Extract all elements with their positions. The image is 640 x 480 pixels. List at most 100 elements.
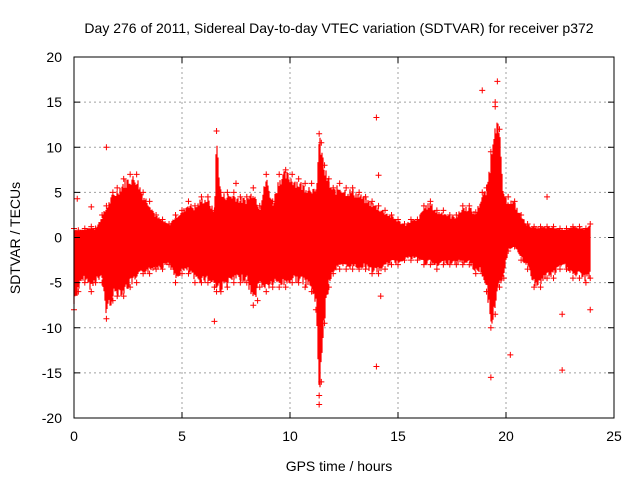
- data-layer: [71, 103, 594, 399]
- data-point: [356, 266, 363, 273]
- data-point: [487, 324, 494, 331]
- data-point: [75, 227, 82, 234]
- y-tick-label: 20: [46, 49, 62, 65]
- data-point: [563, 225, 570, 232]
- data-point: [312, 306, 319, 313]
- data-point: [587, 275, 594, 282]
- data-point: [166, 220, 173, 227]
- data-point: [321, 320, 328, 327]
- data-point: [204, 193, 211, 200]
- outlier-point: [544, 193, 551, 200]
- data-point: [92, 225, 99, 232]
- data-point: [401, 257, 408, 264]
- data-point: [133, 171, 140, 178]
- data-point: [217, 189, 224, 196]
- data-point: [511, 198, 518, 205]
- y-tick-label: 10: [46, 139, 62, 155]
- data-point: [179, 207, 185, 214]
- data-point: [318, 139, 325, 146]
- data-point: [325, 284, 332, 291]
- data-point: [92, 279, 99, 286]
- data-point: [336, 266, 343, 273]
- data-point: [466, 202, 473, 209]
- data-point: [518, 257, 525, 264]
- data-point: [159, 266, 166, 273]
- data-point: [349, 266, 356, 273]
- data-point: [433, 266, 440, 273]
- data-point: [382, 207, 389, 214]
- data-point: [103, 315, 110, 322]
- data-point: [544, 275, 551, 282]
- data-point: [343, 266, 350, 273]
- data-point: [496, 126, 503, 133]
- data-point: [531, 223, 538, 230]
- data-point: [81, 225, 88, 232]
- data-point: [289, 171, 296, 178]
- data-point: [204, 279, 211, 286]
- data-point: [524, 266, 531, 273]
- x-tick-label: 25: [606, 428, 622, 444]
- data-point: [224, 189, 231, 196]
- data-point: [127, 284, 134, 291]
- data-point: [582, 225, 589, 232]
- data-point: [382, 266, 389, 273]
- data-point: [440, 207, 447, 214]
- y-tick-label: 5: [54, 184, 62, 200]
- x-tick-label: 15: [390, 428, 406, 444]
- data-point: [576, 275, 583, 282]
- data-point: [414, 216, 421, 223]
- data-point: [276, 171, 283, 178]
- data-point: [217, 288, 224, 295]
- data-point: [483, 288, 490, 295]
- data-point: [356, 189, 363, 196]
- data-point: [230, 279, 237, 286]
- data-point: [308, 180, 315, 187]
- data-point: [316, 130, 323, 137]
- outlier-layer: [74, 78, 594, 408]
- data-point: [557, 266, 563, 273]
- data-point: [263, 171, 270, 178]
- data-point: [166, 261, 173, 268]
- data-point: [563, 266, 570, 273]
- outlier-point: [74, 195, 81, 202]
- data-point: [230, 189, 237, 196]
- data-point: [250, 302, 257, 309]
- data-point: [321, 162, 328, 169]
- data-point: [524, 220, 531, 227]
- data-point: [114, 293, 121, 300]
- data-point: [330, 270, 337, 277]
- data-point: [375, 270, 382, 277]
- data-point: [224, 284, 231, 291]
- data-point: [388, 261, 395, 268]
- data-point: [492, 311, 499, 318]
- data-point: [198, 279, 205, 286]
- data-point: [505, 248, 512, 255]
- data-point: [88, 223, 95, 230]
- data-point: [453, 211, 460, 218]
- data-point: [211, 207, 218, 214]
- data-point: [312, 189, 319, 196]
- data-point: [295, 279, 302, 286]
- data-point: [500, 275, 507, 282]
- data-point: [153, 266, 160, 273]
- data-point: [375, 202, 382, 209]
- data-point: [263, 288, 270, 295]
- data-point: [395, 216, 401, 223]
- data-point: [576, 223, 583, 230]
- outlier-point: [479, 87, 486, 94]
- data-point: [243, 279, 250, 286]
- data-point: [179, 270, 185, 277]
- data-point: [349, 184, 356, 191]
- outlier-point: [559, 311, 566, 318]
- data-point: [114, 184, 121, 191]
- data-point: [256, 202, 263, 209]
- data-point: [289, 279, 296, 286]
- outlier-point: [559, 367, 566, 374]
- data-point: [99, 279, 106, 286]
- y-tick-label: -5: [50, 275, 63, 291]
- data-point: [109, 297, 116, 304]
- data-point: [550, 223, 557, 230]
- data-point: [420, 202, 427, 209]
- data-point: [459, 261, 466, 268]
- outlier-point: [487, 374, 494, 381]
